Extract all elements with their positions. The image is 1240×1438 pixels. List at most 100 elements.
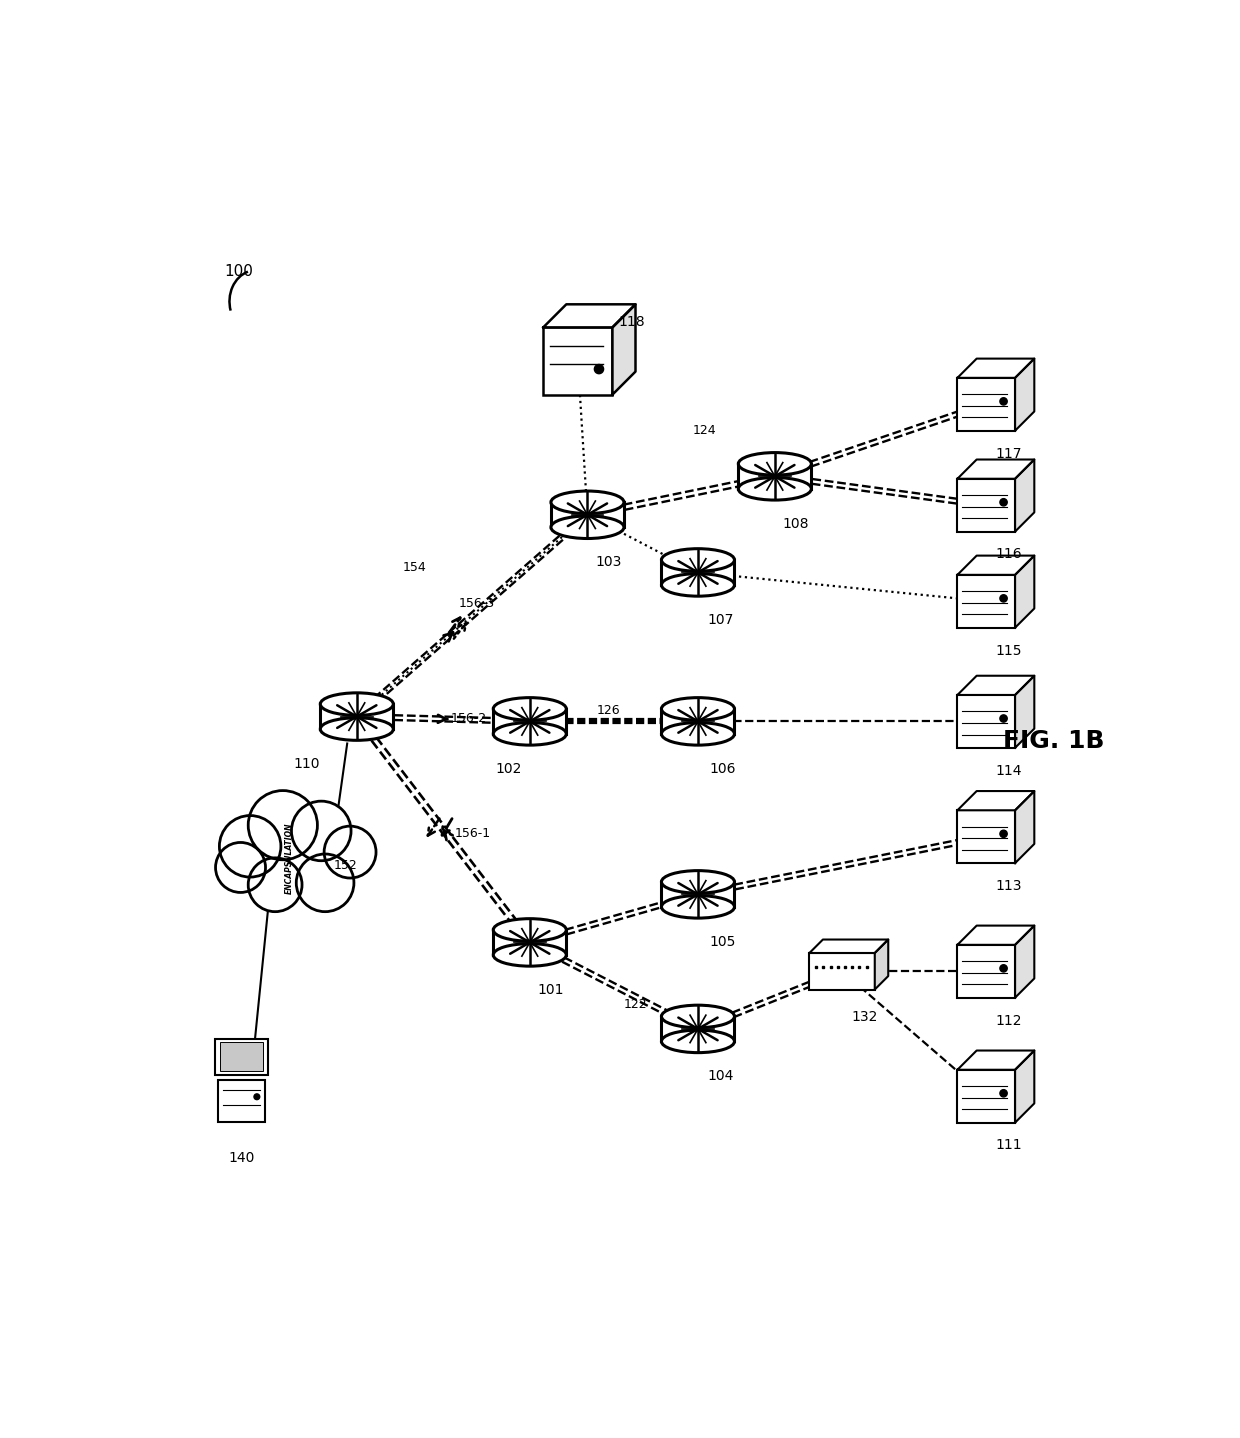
Circle shape [324,827,376,879]
Text: 102: 102 [496,762,522,775]
Ellipse shape [494,919,567,940]
Text: 140: 140 [228,1150,254,1165]
Polygon shape [613,305,635,394]
Text: 154: 154 [403,561,427,574]
Bar [810,953,874,989]
Circle shape [254,1094,259,1100]
Bar [218,1080,264,1122]
Polygon shape [957,676,1034,695]
Text: 106: 106 [709,762,737,775]
Polygon shape [957,358,1034,378]
Text: 101: 101 [537,982,564,997]
Bar [957,1070,1016,1123]
Text: 114: 114 [996,764,1022,778]
Bar [957,575,1016,628]
Polygon shape [1016,1051,1034,1123]
Text: 118: 118 [619,315,645,329]
Polygon shape [874,939,888,989]
Bar [957,810,1016,863]
Bar [320,705,393,729]
Text: 107: 107 [708,613,734,627]
Polygon shape [1016,926,1034,998]
Text: 105: 105 [709,935,735,949]
Ellipse shape [494,943,567,966]
Circle shape [594,364,604,374]
Text: 116: 116 [996,548,1023,561]
Text: 100: 100 [224,265,253,279]
Ellipse shape [494,723,567,745]
Circle shape [248,858,303,912]
Circle shape [999,398,1007,406]
Polygon shape [810,939,888,953]
Text: 152: 152 [334,858,357,871]
Text: 122: 122 [624,998,647,1011]
Ellipse shape [320,718,393,741]
Text: 117: 117 [996,447,1022,460]
Text: 115: 115 [996,644,1022,657]
Polygon shape [1016,676,1034,748]
Ellipse shape [320,693,393,715]
Circle shape [999,499,1007,506]
Text: 156-3: 156-3 [459,597,495,610]
Polygon shape [1016,460,1034,532]
Ellipse shape [551,490,624,513]
Polygon shape [957,926,1034,945]
Bar [494,930,567,955]
Bar [215,1038,268,1076]
Polygon shape [1016,555,1034,628]
Bar [738,464,811,489]
Ellipse shape [661,723,734,745]
Polygon shape [957,1051,1034,1070]
Text: 110: 110 [294,756,320,771]
Text: 113: 113 [996,879,1022,893]
Circle shape [999,1090,1007,1097]
Bar [543,328,613,394]
Circle shape [219,815,281,877]
Circle shape [296,854,353,912]
Polygon shape [957,460,1034,479]
Polygon shape [1016,358,1034,431]
Text: 132: 132 [852,1009,878,1024]
Polygon shape [957,791,1034,810]
Circle shape [999,595,1007,603]
Circle shape [248,791,317,860]
Bar [957,695,1016,748]
Text: 108: 108 [782,516,808,531]
Text: 112: 112 [996,1014,1022,1028]
Bar [957,945,1016,998]
Text: 111: 111 [996,1139,1023,1152]
Polygon shape [543,305,635,328]
Circle shape [291,801,351,861]
Ellipse shape [661,896,734,917]
Ellipse shape [661,574,734,597]
Bar [661,709,734,733]
Bar [219,1043,263,1071]
Bar [661,559,734,585]
Ellipse shape [661,870,734,893]
Text: 126: 126 [596,705,621,718]
Bar [661,1017,734,1041]
Bar [551,502,624,528]
Bar [957,479,1016,532]
Ellipse shape [661,697,734,720]
Circle shape [999,715,1007,722]
Ellipse shape [738,477,811,500]
Polygon shape [957,555,1034,575]
Ellipse shape [494,697,567,720]
Bar [957,378,1016,431]
Text: 104: 104 [708,1070,734,1083]
Bar [661,881,734,907]
Text: 156-2: 156-2 [451,712,487,725]
Ellipse shape [661,1005,734,1028]
Circle shape [216,843,265,893]
Ellipse shape [661,549,734,571]
Text: 124: 124 [693,424,717,437]
Ellipse shape [738,453,811,475]
Text: ENCAPSULATION: ENCAPSULATION [285,823,294,893]
Polygon shape [1016,791,1034,863]
Circle shape [999,830,1007,837]
Ellipse shape [661,1030,734,1053]
Ellipse shape [551,516,624,538]
Circle shape [999,965,1007,972]
Text: 156-1: 156-1 [455,827,491,840]
